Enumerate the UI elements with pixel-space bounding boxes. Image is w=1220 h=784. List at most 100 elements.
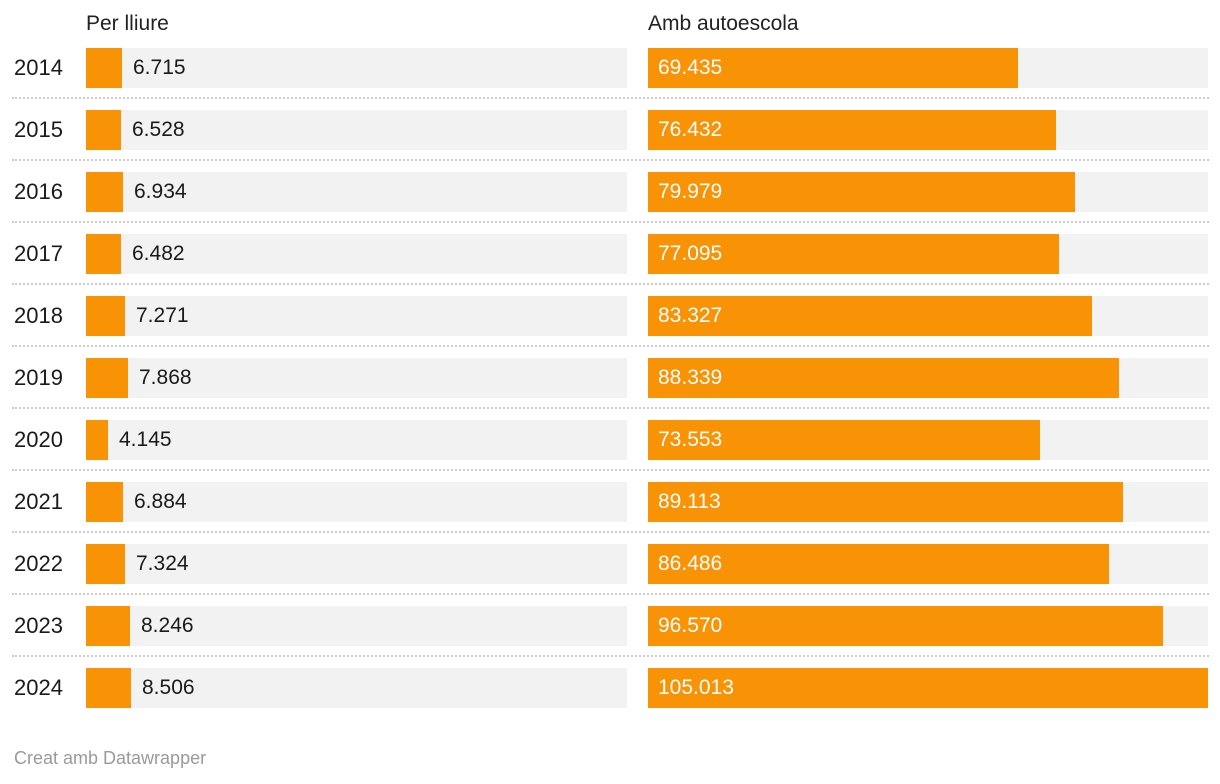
bar-track-amb-autoescola: 79.979	[648, 172, 1208, 212]
chart-row: 2021 6.884 89.113	[0, 471, 1220, 533]
year-label: 2017	[14, 241, 63, 266]
row-separator	[12, 531, 1209, 533]
bar-value-label: 96.570	[658, 614, 723, 637]
row-separator	[12, 407, 1209, 409]
bar-amb-autoescola	[648, 110, 1056, 150]
bar-amb-autoescola	[648, 358, 1119, 398]
chart-row: 2016 6.934 79.979	[0, 161, 1220, 223]
bar-track-per-lliure: 7.868	[86, 358, 627, 398]
bar-value-label: 6.528	[132, 118, 185, 141]
bar-amb-autoescola	[648, 48, 1018, 88]
bar-track-per-lliure: 8.506	[86, 668, 627, 708]
bar-track-per-lliure: 7.324	[86, 544, 627, 584]
row-separator	[12, 283, 1209, 285]
chart-row: 2017 6.482 77.095	[0, 223, 1220, 285]
column-header-amb-autoescola: Amb autoescola	[648, 12, 799, 35]
bar-track-amb-autoescola: 105.013	[648, 668, 1208, 708]
bar-track-per-lliure: 6.934	[86, 172, 627, 212]
bar-track-amb-autoescola: 83.327	[648, 296, 1208, 336]
year-label: 2021	[14, 489, 63, 514]
bar-per-lliure	[86, 110, 121, 150]
year-label: 2016	[14, 179, 63, 204]
bar-per-lliure	[86, 48, 122, 88]
bar-value-label: 73.553	[658, 428, 723, 451]
bar-track-amb-autoescola: 69.435	[648, 48, 1208, 88]
bar-amb-autoescola	[648, 420, 1040, 460]
bar-per-lliure	[86, 420, 108, 460]
year-label: 2023	[14, 613, 63, 638]
chart-row: 2015 6.528 76.432	[0, 99, 1220, 161]
bar-track-amb-autoescola: 96.570	[648, 606, 1208, 646]
bar-track-per-lliure: 4.145	[86, 420, 627, 460]
chart-row: 2023 8.246 96.570	[0, 595, 1220, 657]
chart-row: 2024 8.506 105.013	[0, 657, 1220, 719]
bar-value-label: 6.715	[133, 56, 186, 79]
bar-per-lliure	[86, 606, 130, 646]
bar-value-label: 79.979	[658, 180, 723, 203]
year-label: 2022	[14, 551, 63, 576]
column-header-per-lliure: Per lliure	[86, 12, 169, 35]
year-label: 2020	[14, 427, 63, 452]
row-separator	[12, 469, 1209, 471]
bar-per-lliure	[86, 296, 125, 336]
chart-row: 2019 7.868 88.339	[0, 347, 1220, 409]
bar-track-per-lliure: 7.271	[86, 296, 627, 336]
bar-amb-autoescola	[648, 606, 1163, 646]
year-label: 2018	[14, 303, 63, 328]
bar-track-amb-autoescola: 73.553	[648, 420, 1208, 460]
bar-track-per-lliure: 8.246	[86, 606, 627, 646]
bar-amb-autoescola	[648, 668, 1208, 708]
bar-track-per-lliure: 6.482	[86, 234, 627, 274]
bar-track-per-lliure: 6.884	[86, 482, 627, 522]
row-separator	[12, 593, 1209, 595]
bar-track-amb-autoescola: 77.095	[648, 234, 1208, 274]
bar-amb-autoescola	[648, 482, 1123, 522]
bar-value-label: 7.868	[139, 366, 192, 389]
bar-track-amb-autoescola: 88.339	[648, 358, 1208, 398]
chart-row: 2014 6.715 69.435	[0, 37, 1220, 99]
row-separator	[12, 159, 1209, 161]
bar-value-label: 69.435	[658, 56, 723, 79]
bar-value-label: 77.095	[658, 242, 723, 265]
bar-per-lliure	[86, 668, 131, 708]
footer-credit[interactable]: Creat amb Datawrapper	[14, 748, 207, 768]
chart-rows: 2014 6.715 69.435 2015 6.528 76.432 2016…	[0, 37, 1220, 719]
bar-value-label: 86.486	[658, 552, 723, 575]
bar-track-amb-autoescola: 89.113	[648, 482, 1208, 522]
bar-track-amb-autoescola: 76.432	[648, 110, 1208, 150]
chart-row: 2022 7.324 86.486	[0, 533, 1220, 595]
row-separator	[12, 345, 1209, 347]
row-separator	[12, 221, 1209, 223]
chart-row: 2020 4.145 73.553	[0, 409, 1220, 471]
year-label: 2024	[14, 675, 63, 700]
bar-value-label: 88.339	[658, 366, 723, 389]
bar-per-lliure	[86, 358, 128, 398]
bar-per-lliure	[86, 234, 121, 274]
bar-value-label: 4.145	[119, 428, 172, 451]
bar-value-label: 6.884	[134, 490, 187, 513]
row-separator	[12, 97, 1209, 99]
bar-per-lliure	[86, 482, 123, 522]
bar-value-label: 76.432	[658, 118, 723, 141]
bar-value-label: 6.482	[132, 242, 185, 265]
bar-track-per-lliure: 6.528	[86, 110, 627, 150]
row-separator	[12, 655, 1209, 657]
bar-value-label: 105.013	[658, 676, 734, 699]
bar-per-lliure	[86, 544, 125, 584]
chart-row: 2018 7.271 83.327	[0, 285, 1220, 347]
bar-track-amb-autoescola: 86.486	[648, 544, 1208, 584]
bar-amb-autoescola	[648, 234, 1059, 274]
year-label: 2014	[14, 55, 63, 80]
bar-value-label: 8.246	[141, 614, 194, 637]
bar-per-lliure	[86, 172, 123, 212]
bar-value-label: 7.324	[136, 552, 189, 575]
bar-value-label: 83.327	[658, 304, 723, 327]
bar-value-label: 89.113	[658, 490, 721, 513]
bar-value-label: 8.506	[142, 676, 195, 699]
year-label: 2015	[14, 117, 63, 142]
bar-amb-autoescola	[648, 172, 1075, 212]
year-label: 2019	[14, 365, 63, 390]
bar-track-per-lliure: 6.715	[86, 48, 627, 88]
bar-amb-autoescola	[648, 544, 1109, 584]
